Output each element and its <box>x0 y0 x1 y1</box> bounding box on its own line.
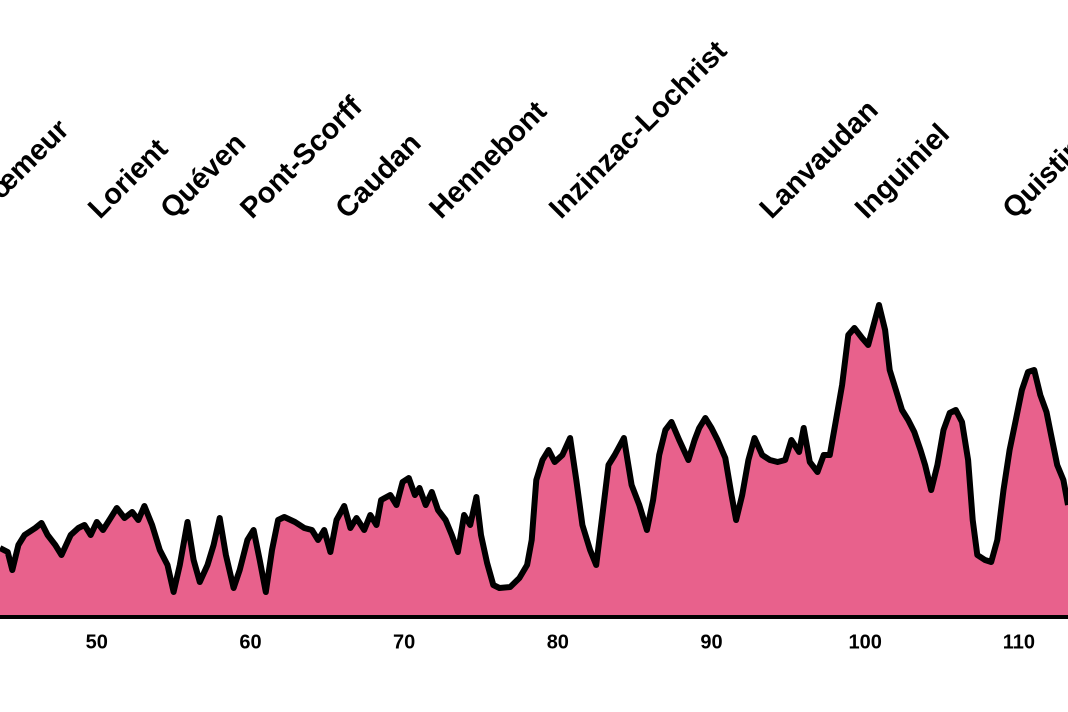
town-label: Inzinzac-Lochrist <box>543 35 733 225</box>
town-label: Lorient <box>82 133 174 225</box>
x-tick-label: 70 <box>393 631 415 653</box>
town-label: Caudan <box>330 127 428 225</box>
x-tick-label: 100 <box>848 631 881 653</box>
town-label: Plœmeur <box>0 113 75 225</box>
town-label: Hennebont <box>423 95 553 225</box>
area-fill <box>0 305 1068 617</box>
x-tick-label: 60 <box>239 631 261 653</box>
x-tick-label: 50 <box>86 631 108 653</box>
town-label: Quéven <box>154 127 252 225</box>
x-tick-label: 90 <box>700 631 722 653</box>
x-tick-label: 80 <box>547 631 569 653</box>
town-label: Quistinic <box>997 115 1068 225</box>
profile-line <box>0 302 1068 595</box>
x-tick-label: 110 <box>1003 631 1035 653</box>
